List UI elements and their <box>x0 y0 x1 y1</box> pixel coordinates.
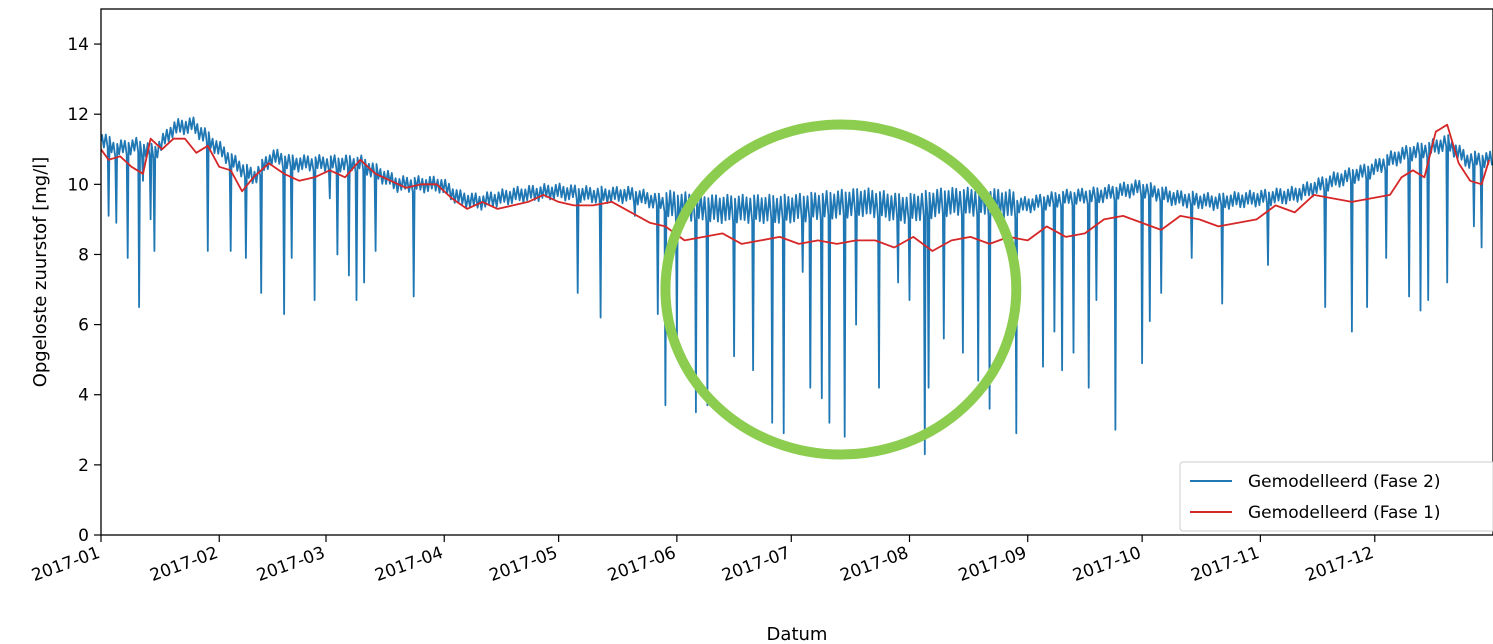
y-tick-label: 10 <box>67 175 89 195</box>
y-tick-label: 6 <box>78 316 89 336</box>
x-tick-label: 2017-03 <box>254 543 328 586</box>
plot-frame <box>100 8 1493 536</box>
y-tick-label: 2 <box>78 456 89 476</box>
y-axis-label: Opgeloste zuurstof [mg/l] <box>30 157 51 388</box>
x-tick-label: 2017-01 <box>29 543 103 586</box>
highlight-layer <box>660 119 1022 460</box>
x-tick-label: 2017-05 <box>487 543 561 586</box>
x-tick-label: 2017-07 <box>719 543 793 586</box>
y-axis-ticks: 0 2 4 6 8 10 12 14 <box>67 35 101 546</box>
series-line-fase-1 <box>101 123 1491 252</box>
y-tick-label: 0 <box>78 526 89 546</box>
series-line-fase-2 <box>101 116 1493 456</box>
x-tick-label: 2017-08 <box>838 543 912 586</box>
legend-box <box>1179 461 1493 532</box>
x-axis-ticks: 2017-01 2017-02 2017-03 2017-04 2017-05 2017-… <box>29 535 1376 586</box>
legend-label-fase-1: Gemodelleerd (Fase 1) <box>1248 503 1441 523</box>
y-tick-label: 8 <box>78 245 89 265</box>
highlight-circle <box>660 119 1022 460</box>
x-tick-label: 2017-12 <box>1303 543 1377 586</box>
y-tick-label: 12 <box>67 105 89 125</box>
x-tick-label: 2017-10 <box>1070 543 1144 586</box>
x-tick-label: 2017-11 <box>1188 543 1262 586</box>
x-axis-label: Datum <box>767 624 828 644</box>
y-tick-label: 14 <box>67 35 89 55</box>
y-tick-label: 4 <box>78 386 89 406</box>
legend: Gemodelleerd (Fase 2) Gemodelleerd (Fase… <box>1179 461 1493 532</box>
x-tick-label: 2017-04 <box>372 543 446 586</box>
x-tick-label: 2017-09 <box>956 543 1030 586</box>
x-tick-label: 2017-02 <box>147 543 221 586</box>
legend-label-fase-2: Gemodelleerd (Fase 2) <box>1248 472 1441 492</box>
series-layer <box>101 116 1493 456</box>
x-tick-label: 2017-06 <box>605 543 679 586</box>
